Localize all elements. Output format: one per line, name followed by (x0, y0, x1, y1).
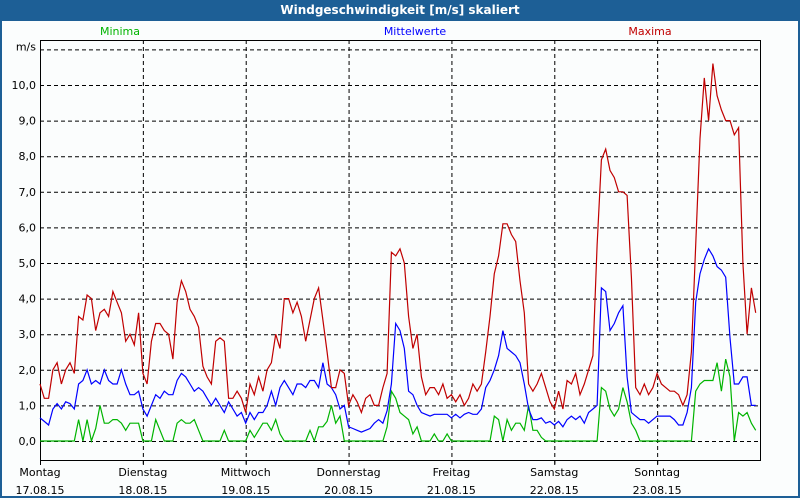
axes: 0,0 1,0 2,0 3,0 4,0 5,0 6,0 7,0 8,0 9,0 10,0 m/s Mon… (12, 40, 761, 497)
y-tick-label: 4,0 (19, 293, 37, 306)
y-tick-label: 1,0 (19, 399, 37, 412)
y-tick-label: 9,0 (19, 115, 37, 128)
y-tick-label: 5,0 (19, 257, 37, 270)
x-day-label: Montag (19, 466, 60, 479)
y-tick-label: 2,0 (19, 364, 37, 377)
x-day-label: Samstag (530, 466, 578, 479)
y-tick-label: 7,0 (19, 186, 37, 199)
plot-frame (40, 40, 761, 461)
series-line-maxima (39, 63, 757, 415)
x-date-label: 20.08.15 (324, 484, 373, 497)
legend-minima: Minima (100, 25, 140, 38)
series-line-minima (40, 358, 757, 444)
x-date-label: 18.08.15 (118, 484, 167, 497)
x-day-label: Donnerstag (316, 466, 380, 479)
legend: Minima Mittelwerte Maxima (100, 25, 672, 38)
x-day-label: Freitag (433, 466, 471, 479)
x-day-label: Sonntag (634, 466, 680, 479)
x-date-label: 19.08.15 (221, 484, 270, 497)
x-date-label: 22.08.15 (530, 484, 579, 497)
y-tick-label: 0,0 (19, 435, 37, 448)
legend-mittelwerte: Mittelwerte (384, 25, 447, 38)
y-tick-label: 10,0 (12, 79, 37, 92)
x-day-label: Mittwoch (221, 466, 271, 479)
x-date-label: 17.08.15 (16, 484, 65, 497)
y-tick-label: 6,0 (19, 221, 37, 234)
legend-maxima: Maxima (628, 25, 671, 38)
grid (40, 40, 760, 465)
y-tick-label: 8,0 (19, 150, 37, 163)
series-line-mittelwerte (39, 247, 756, 433)
y-axis-unit-label: m/s (16, 40, 36, 53)
x-date-label: 23.08.15 (633, 484, 682, 497)
y-tick-label: 3,0 (19, 328, 37, 341)
window-title: Windgeschwindigkeit [m/s] skaliert (0, 0, 800, 21)
series-lines (39, 63, 757, 444)
x-day-label: Dienstag (118, 466, 167, 479)
x-date-label: 21.08.15 (427, 484, 476, 497)
